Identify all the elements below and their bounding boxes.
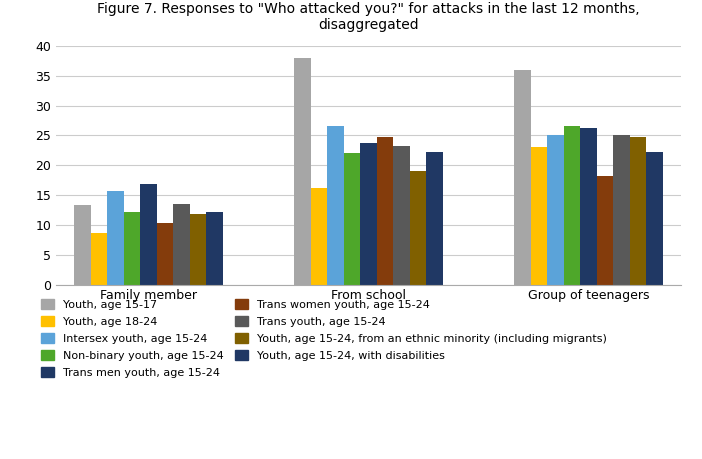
Bar (360, 143, 377, 285)
Bar (647, 151, 663, 285)
Bar (327, 126, 344, 285)
Bar (294, 58, 311, 285)
Bar (581, 128, 597, 285)
Legend: Youth, age 15-17, Youth, age 18-24, Intersex youth, age 15-24, Non-binary youth,: Youth, age 15-17, Youth, age 18-24, Inte… (41, 299, 607, 378)
Bar (190, 214, 206, 285)
Bar (614, 135, 630, 285)
Bar (311, 188, 327, 285)
Bar (597, 176, 614, 285)
Bar (630, 137, 647, 285)
Bar (206, 212, 223, 285)
Bar (74, 205, 91, 285)
Bar (124, 212, 140, 285)
Bar (531, 147, 548, 285)
Bar (344, 153, 360, 285)
Title: Figure 7. Responses to "Who attacked you?" for attacks in the last 12 months,
di: Figure 7. Responses to "Who attacked you… (98, 2, 640, 32)
Bar (393, 146, 410, 285)
Bar (564, 126, 581, 285)
Bar (173, 204, 190, 285)
Bar (377, 137, 393, 285)
Bar (515, 70, 531, 285)
Bar (426, 152, 443, 285)
Bar (107, 191, 124, 285)
Bar (140, 185, 157, 285)
Bar (91, 233, 107, 285)
Bar (548, 135, 564, 285)
Bar (410, 171, 426, 285)
Bar (157, 223, 173, 285)
